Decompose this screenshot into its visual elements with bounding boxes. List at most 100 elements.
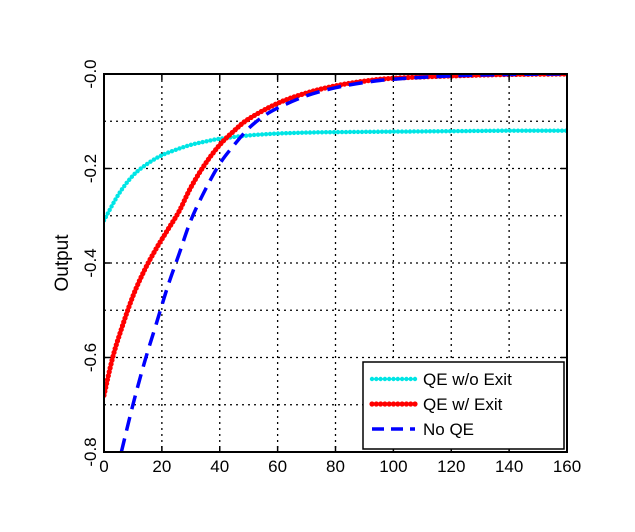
y-tick-label: -0.0 xyxy=(81,59,100,88)
series-1 xyxy=(104,74,567,398)
series-marker xyxy=(511,128,517,133)
series-marker xyxy=(200,139,205,145)
series-marker xyxy=(299,130,305,135)
legend-swatch-marker xyxy=(395,376,400,382)
legend-label: QE w/o Exit xyxy=(423,370,512,389)
series-marker xyxy=(173,147,178,153)
series-marker xyxy=(135,168,140,174)
series-marker xyxy=(395,129,401,134)
series-marker xyxy=(162,151,167,157)
series-marker xyxy=(327,129,333,135)
legend-swatch-marker xyxy=(404,376,409,382)
series-marker xyxy=(403,129,409,134)
series-marker xyxy=(499,128,505,133)
series-marker xyxy=(409,74,415,80)
series-marker xyxy=(455,128,461,134)
x-tick-label: 80 xyxy=(326,457,345,476)
legend-swatch-marker xyxy=(369,401,375,407)
series-marker xyxy=(343,129,349,135)
series-marker xyxy=(181,144,186,150)
series-marker xyxy=(158,153,164,158)
legend-item: QE w/o Exit xyxy=(369,370,512,389)
series-marker xyxy=(543,128,549,133)
series-marker xyxy=(177,146,182,151)
legend-swatch-marker xyxy=(399,401,405,407)
series-marker xyxy=(507,128,513,133)
legend-swatch-marker xyxy=(399,376,405,382)
series-marker xyxy=(467,128,473,134)
series-marker xyxy=(405,74,411,81)
series-marker xyxy=(311,130,317,135)
legend-swatch-marker xyxy=(403,401,409,407)
series-marker xyxy=(359,129,365,135)
series-marker xyxy=(212,137,217,142)
series-marker xyxy=(108,361,114,367)
series-marker xyxy=(263,131,269,137)
legend-swatch-marker xyxy=(408,401,414,407)
series-marker xyxy=(371,129,377,134)
x-tick-label: 100 xyxy=(379,457,407,476)
legend-swatch-marker xyxy=(412,376,418,382)
x-tick-label: 140 xyxy=(495,457,523,476)
series-marker xyxy=(113,197,118,202)
series-marker xyxy=(365,77,371,84)
series-marker xyxy=(141,164,147,169)
series-marker xyxy=(339,129,345,135)
series-marker xyxy=(335,129,341,135)
series-marker xyxy=(271,131,277,136)
series-marker xyxy=(411,129,417,134)
series-marker xyxy=(295,130,301,136)
series-marker xyxy=(255,132,261,137)
series-marker xyxy=(351,129,357,135)
series-marker xyxy=(208,138,213,143)
x-tick-label: 120 xyxy=(437,457,465,476)
series-marker xyxy=(451,128,457,134)
series-marker xyxy=(479,128,485,134)
legend-swatch-marker xyxy=(395,401,401,407)
series-marker xyxy=(439,129,445,134)
series-marker xyxy=(443,129,449,134)
series-marker xyxy=(551,128,557,133)
series-marker xyxy=(303,130,309,135)
series-marker xyxy=(471,128,477,134)
legend-swatch-marker xyxy=(374,376,379,382)
series-marker xyxy=(361,78,367,84)
series-marker xyxy=(105,373,111,379)
series-marker xyxy=(188,142,194,148)
series-marker xyxy=(523,128,529,133)
series-marker xyxy=(555,128,561,133)
legend-swatch-marker xyxy=(390,401,397,407)
x-tick-label: 160 xyxy=(553,457,581,476)
series-marker xyxy=(107,207,112,213)
series-marker xyxy=(283,130,289,136)
legend-swatch-marker xyxy=(412,401,418,407)
series-marker xyxy=(547,128,553,133)
x-tick-label: 60 xyxy=(268,457,287,476)
series-marker xyxy=(124,180,129,186)
legend-swatch-marker xyxy=(378,401,384,407)
series-marker xyxy=(419,129,425,134)
series-marker xyxy=(275,131,281,136)
y-tick-label: -0.4 xyxy=(81,248,100,277)
series-marker xyxy=(453,74,459,79)
series-marker xyxy=(385,75,391,82)
series-marker xyxy=(459,128,465,134)
series-marker xyxy=(267,131,273,137)
y-axis: -0.8 -0.6 -0.4 -0.2 -0.0 xyxy=(81,59,567,467)
series-marker xyxy=(527,128,533,133)
x-tick-label: 0 xyxy=(99,457,108,476)
series-marker xyxy=(495,128,501,133)
series-marker xyxy=(259,132,265,137)
series-marker xyxy=(122,183,127,189)
series-marker xyxy=(117,190,122,195)
series-marker xyxy=(331,129,337,135)
series-marker xyxy=(375,129,381,134)
series-marker xyxy=(415,129,421,134)
series-marker xyxy=(105,211,110,216)
legend-label: No QE xyxy=(423,420,474,439)
legend-swatch-marker xyxy=(408,376,413,382)
series-marker xyxy=(196,140,201,146)
series-marker xyxy=(423,129,429,134)
series-marker xyxy=(503,128,509,133)
